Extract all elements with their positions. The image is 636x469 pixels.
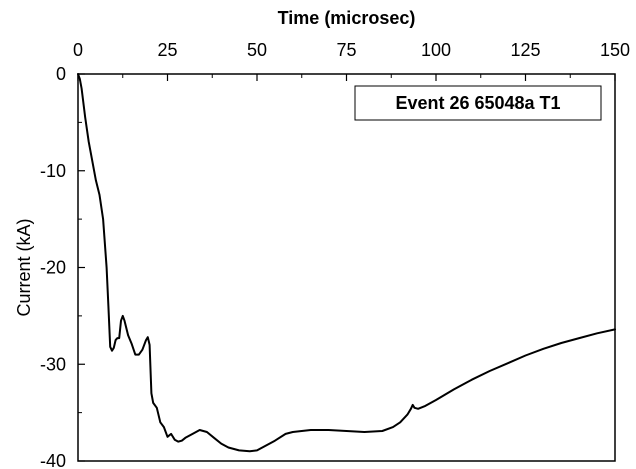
x-axis-title: Time (microsec) — [278, 8, 416, 28]
y-axis-ticks: 0 -10 -20 -30 -40 — [40, 64, 85, 469]
event-annotation-box — [354, 85, 602, 121]
event-annotation: Event 26 65048a T1 — [354, 85, 602, 121]
current-series-line — [77, 73, 616, 453]
x-axis-ticks: 0 25 50 75 100 125 150 — [73, 40, 630, 81]
x-tick-label: 75 — [336, 40, 356, 60]
y-tick-label: 0 — [56, 64, 66, 84]
x-tick-label: 25 — [157, 40, 177, 60]
plot-area: 0 25 50 75 100 125 150 0 -10 -20 -30 -40 — [40, 40, 630, 469]
x-tick-label: 0 — [73, 40, 83, 60]
x-tick-label: 100 — [421, 40, 451, 60]
series-group — [77, 73, 616, 453]
plot-frame — [77, 73, 616, 462]
y-axis-title: Current (kA) — [14, 218, 34, 316]
x-tick-label: 50 — [247, 40, 267, 60]
x-tick-label: 125 — [510, 40, 540, 60]
y-tick-label: -20 — [40, 258, 66, 278]
x-tick-label: 150 — [600, 40, 630, 60]
event-annotation-label: Event 26 65048a T1 — [395, 93, 560, 113]
y-tick-label: -40 — [40, 451, 66, 469]
y-tick-label: -30 — [40, 354, 66, 374]
y-tick-label: -10 — [40, 161, 66, 181]
